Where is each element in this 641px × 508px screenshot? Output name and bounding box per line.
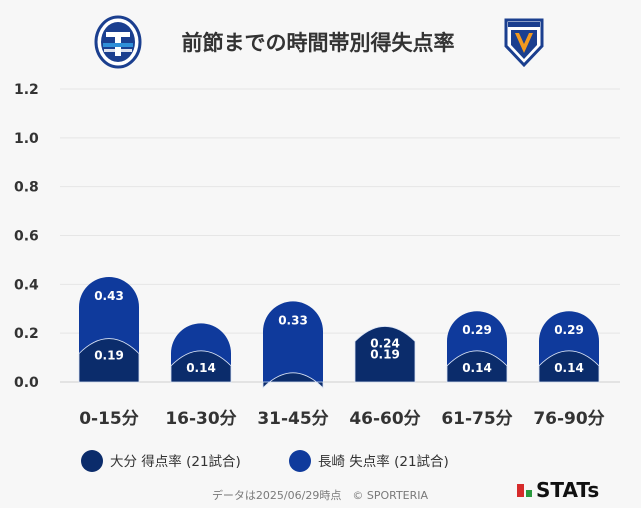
legend-label-oita: 大分 得点率 (21試合) <box>110 453 241 470</box>
x-category-label: 0-15分 <box>79 409 139 429</box>
data-label-oita: 0.14 <box>554 361 584 375</box>
x-axis-labels: 0-15分 16-30分 31-45分 46-60分 61-75分 76-90分 <box>79 409 604 429</box>
chart-title: 前節までの時間帯別得失点率 <box>182 31 455 55</box>
x-category-label: 31-45分 <box>257 409 328 429</box>
data-label-nagasaki: 0.29 <box>462 323 492 337</box>
bar-group: 0.29 0.14 <box>446 311 508 383</box>
bar-oita <box>262 372 324 389</box>
data-label-nagasaki: 0.29 <box>554 323 584 337</box>
data-label-nagasaki: 0.43 <box>94 289 124 303</box>
data-label-nagasaki: 0.33 <box>278 313 308 327</box>
legend-marker-nagasaki <box>289 450 311 472</box>
stats-logo-green-bar <box>526 490 532 497</box>
data-source-note: データは2025/06/29時点 © SPORTERIA <box>212 488 429 502</box>
bar-groups: 0.430.190.140.330.190.240.290.140.290.14 <box>78 277 600 389</box>
nagasaki-crest-icon <box>504 18 544 68</box>
bar-group: 0.33 <box>262 301 324 389</box>
data-label-nagasaki: 0.19 <box>370 348 400 362</box>
x-category-label: 76-90分 <box>533 409 604 429</box>
legend-label-nagasaki: 長崎 失点率 (21試合) <box>318 453 449 470</box>
bar-group: 0.29 0.14 <box>538 311 600 383</box>
bar-group: 0.190.24 <box>354 326 416 383</box>
x-category-label: 61-75分 <box>441 409 512 429</box>
data-label-oita: 0.19 <box>94 349 124 363</box>
y-tick-label: 1.0 <box>14 131 39 147</box>
y-axis-ticks: 0.0 0.2 0.4 0.6 0.8 1.0 1.2 <box>14 82 39 391</box>
y-tick-label: 0.8 <box>14 180 39 196</box>
data-label-oita: 0.14 <box>186 361 216 375</box>
y-tick-label: 0.6 <box>14 229 39 245</box>
bar-oita <box>538 350 600 383</box>
data-label-oita: 0.14 <box>462 361 492 375</box>
y-tick-label: 1.2 <box>14 82 39 98</box>
bar-oita <box>170 350 232 383</box>
bar-oita <box>446 350 508 383</box>
bar-group: 0.14 <box>170 323 232 383</box>
stats-logo: STATs <box>517 478 599 502</box>
x-category-label: 46-60分 <box>349 409 420 429</box>
y-tick-label: 0.2 <box>14 326 39 342</box>
oita-crest-icon <box>94 15 142 69</box>
y-gridlines <box>60 88 620 383</box>
bar-oita <box>354 326 416 383</box>
bar-nagasaki <box>263 301 323 382</box>
bar-oita <box>78 338 140 383</box>
legend-marker-oita <box>81 450 103 472</box>
stats-logo-text: STATs <box>536 478 599 502</box>
stats-logo-red-bar <box>517 484 524 497</box>
y-tick-label: 0.4 <box>14 277 39 293</box>
legend: 大分 得点率 (21試合) 長崎 失点率 (21試合) <box>81 450 449 472</box>
x-category-label: 16-30分 <box>165 409 236 429</box>
y-tick-label: 0.0 <box>14 375 39 391</box>
data-label-oita: 0.24 <box>370 336 400 350</box>
bar-group: 0.43 0.19 <box>78 277 140 383</box>
